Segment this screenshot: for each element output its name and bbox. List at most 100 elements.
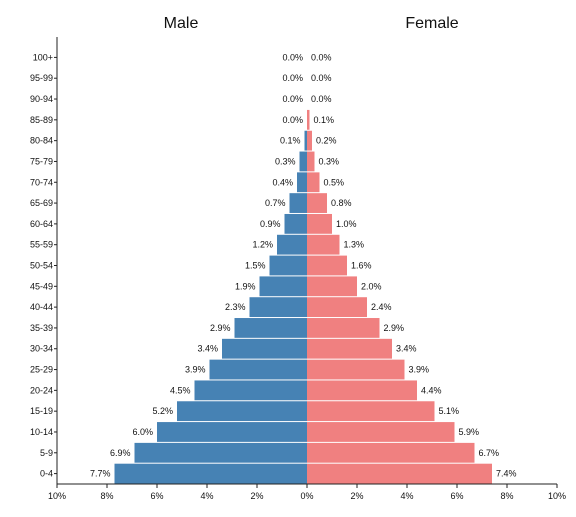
- age-group-label-40-44: 40-44: [30, 302, 53, 312]
- female-value-label-35-39: 2.9%: [384, 323, 405, 333]
- male-bar-55-59: [277, 234, 307, 255]
- age-group-label-90-94: 90-94: [30, 94, 53, 104]
- female-value-label-95-99: 0.0%: [311, 73, 332, 83]
- male-bar-45-49: [259, 276, 307, 297]
- female-bar-85-89: [307, 109, 310, 130]
- age-group-label-80-84: 80-84: [30, 136, 53, 146]
- female-bar-35-39: [307, 318, 380, 338]
- age-group-label-50-54: 50-54: [30, 261, 53, 271]
- male-bar-5-9: [134, 442, 307, 463]
- male-value-label-60-64: 0.9%: [260, 219, 281, 229]
- x-tick-label: 6%: [150, 491, 163, 501]
- female-bar-65-69: [307, 193, 327, 213]
- male-bar-30-34: [222, 338, 307, 359]
- age-group-label-100+: 100+: [33, 52, 53, 62]
- male-value-label-30-34: 3.4%: [197, 344, 218, 354]
- x-tick-label: 4%: [400, 491, 413, 501]
- age-group-label-0-4: 0-4: [40, 469, 53, 479]
- male-bar-15-19: [177, 401, 307, 422]
- female-bar-25-29: [307, 359, 405, 380]
- female-value-label-10-14: 5.9%: [459, 427, 480, 437]
- male-value-label-100+: 0.0%: [282, 52, 303, 62]
- female-bar-40-44: [307, 297, 367, 318]
- age-labels-layer: 0-4 5-9 10-14 15-19 20-24 25-29 30-34 35-39 40-4…: [30, 52, 53, 478]
- male-value-label-15-19: 5.2%: [152, 406, 173, 416]
- female-value-label-60-64: 1.0%: [336, 219, 357, 229]
- male-bar-25-29: [209, 359, 307, 380]
- male-value-label-20-24: 4.5%: [170, 385, 191, 395]
- age-group-label-55-59: 55-59: [30, 240, 53, 250]
- male-value-label-55-59: 1.2%: [252, 240, 273, 250]
- female-value-label-30-34: 3.4%: [396, 344, 417, 354]
- x-tick-label: 4%: [200, 491, 213, 501]
- male-bar-0-4: [114, 463, 307, 484]
- female-bar-75-79: [307, 151, 315, 172]
- female-bar-10-14: [307, 422, 455, 442]
- age-group-label-20-24: 20-24: [30, 385, 53, 395]
- age-group-label-65-69: 65-69: [30, 198, 53, 208]
- male-value-label-70-74: 0.4%: [272, 177, 293, 187]
- age-group-label-60-64: 60-64: [30, 219, 53, 229]
- age-group-label-30-34: 30-34: [30, 344, 53, 354]
- x-tick-label: 6%: [450, 491, 463, 501]
- age-group-label-75-79: 75-79: [30, 156, 53, 166]
- age-group-label-5-9: 5-9: [40, 448, 53, 458]
- axes-layer: 10% 8% 6% 4% 2% 0% 2% 4% 6% 8% 10%: [48, 37, 566, 501]
- x-tick-label: 10%: [548, 491, 566, 501]
- x-tick-label: 10%: [48, 491, 66, 501]
- female-bar-50-54: [307, 255, 347, 276]
- age-group-label-35-39: 35-39: [30, 323, 53, 333]
- age-group-label-10-14: 10-14: [30, 427, 53, 437]
- female-bar-20-24: [307, 380, 417, 401]
- male-value-label-45-49: 1.9%: [235, 281, 256, 291]
- value-labels-layer: 7.7% 7.4% 6.9% 6.7% 6.0% 5.9% 5.2% 5.1% 4.5% 4.4%…: [90, 52, 517, 478]
- female-bar-45-49: [307, 276, 357, 297]
- male-title: Male: [164, 15, 199, 32]
- female-value-label-90-94: 0.0%: [311, 94, 332, 104]
- female-value-label-50-54: 1.6%: [351, 261, 372, 271]
- x-tick-label: 8%: [500, 491, 513, 501]
- male-value-label-5-9: 6.9%: [110, 448, 131, 458]
- male-bar-10-14: [157, 422, 307, 442]
- female-value-label-45-49: 2.0%: [361, 281, 382, 291]
- male-bar-80-84: [304, 130, 307, 151]
- male-bar-60-64: [284, 213, 307, 234]
- male-value-label-90-94: 0.0%: [282, 94, 303, 104]
- male-bar-65-69: [289, 193, 307, 213]
- female-value-label-70-74: 0.5%: [324, 177, 345, 187]
- female-bar-0-4: [307, 463, 492, 484]
- age-group-label-25-29: 25-29: [30, 365, 53, 375]
- female-value-label-5-9: 6.7%: [479, 448, 500, 458]
- bars-layer: [114, 109, 492, 484]
- male-value-label-35-39: 2.9%: [210, 323, 231, 333]
- female-value-label-40-44: 2.4%: [371, 302, 392, 312]
- age-group-label-95-99: 95-99: [30, 73, 53, 83]
- female-value-label-25-29: 3.9%: [409, 365, 430, 375]
- male-value-label-50-54: 1.5%: [245, 261, 266, 271]
- male-value-label-0-4: 7.7%: [90, 469, 111, 479]
- female-bar-70-74: [307, 172, 320, 193]
- age-group-label-85-89: 85-89: [30, 115, 53, 125]
- age-group-label-45-49: 45-49: [30, 281, 53, 291]
- female-bar-60-64: [307, 213, 332, 234]
- female-value-label-65-69: 0.8%: [331, 198, 352, 208]
- male-value-label-25-29: 3.9%: [185, 365, 206, 375]
- male-value-label-80-84: 0.1%: [280, 136, 301, 146]
- x-tick-label: 2%: [350, 491, 363, 501]
- female-bar-5-9: [307, 442, 475, 463]
- female-value-label-80-84: 0.2%: [316, 136, 337, 146]
- male-bar-40-44: [249, 297, 307, 318]
- male-bar-70-74: [297, 172, 307, 193]
- female-bar-15-19: [307, 401, 435, 422]
- female-bar-80-84: [307, 130, 312, 151]
- female-value-label-55-59: 1.3%: [344, 240, 365, 250]
- male-value-label-10-14: 6.0%: [132, 427, 153, 437]
- male-value-label-95-99: 0.0%: [282, 73, 303, 83]
- female-value-label-20-24: 4.4%: [421, 385, 442, 395]
- age-group-label-15-19: 15-19: [30, 406, 53, 416]
- female-bar-55-59: [307, 234, 340, 255]
- x-tick-label: 2%: [250, 491, 263, 501]
- male-value-label-85-89: 0.0%: [282, 115, 303, 125]
- female-value-label-100+: 0.0%: [311, 52, 332, 62]
